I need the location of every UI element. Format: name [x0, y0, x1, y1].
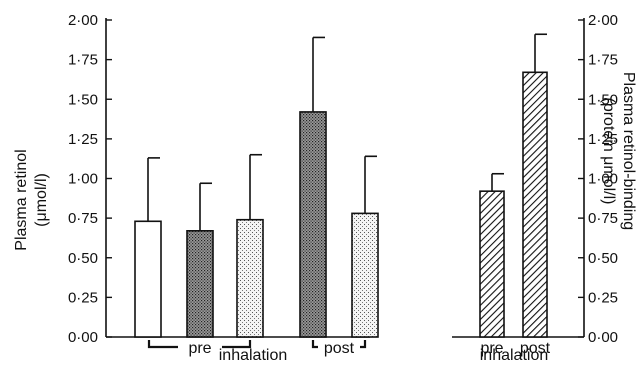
left-tick-label: 1·75: [68, 52, 98, 69]
category-label-post: post: [520, 340, 551, 357]
post-bracket-left: [311, 340, 318, 349]
left-tick-label: 0·75: [68, 210, 98, 227]
left-tick-label: 0·50: [68, 250, 98, 267]
category-label-pre: pre: [480, 340, 503, 357]
right-tick-label: 0·00: [588, 329, 618, 346]
axes: 0·00 0·25 0·50 0·75 1·00 1·25 1·50 1·75 2·00 0·00…: [68, 12, 618, 346]
left-tick-label: 0·00: [68, 329, 98, 346]
pre-bracket-left: [147, 340, 178, 349]
left-axis-title: Plasma retinol (μmol/l): [13, 149, 50, 250]
left-tick-label: 0·25: [68, 289, 98, 306]
left-caption: inhalation: [219, 347, 288, 362]
left-tick-label: 1·25: [68, 131, 98, 148]
pre-bracket-right: [222, 340, 252, 349]
bar: [479, 190, 505, 338]
bar: [522, 71, 548, 338]
right-tick-label: 0·25: [588, 289, 618, 306]
right-tick-label: 0·50: [588, 250, 618, 267]
right-tick-label: 0·75: [588, 210, 618, 227]
bars: [134, 33, 548, 338]
left-tick-label: 1·50: [68, 91, 98, 108]
bar: [299, 111, 327, 338]
group-label-post: post: [324, 340, 355, 357]
bar: [236, 218, 264, 338]
right-tick-label: 1·50: [588, 91, 618, 108]
group-label-pre: pre: [188, 340, 211, 357]
bar: [351, 212, 379, 338]
left-tick-label: 2·00: [68, 12, 98, 29]
bar: [186, 230, 214, 338]
right-axis-title: Plasma retinol-binding(protein μmol/l): [600, 72, 637, 230]
right-tick-label: 2·00: [588, 12, 618, 29]
bar: [134, 220, 162, 338]
right-tick-label: 1·25: [588, 131, 618, 148]
right-tick-label: 1·00: [588, 171, 618, 188]
post-bracket-right: [360, 340, 367, 349]
right-caption: inhalation: [480, 347, 549, 362]
left-tick-label: 1·00: [68, 171, 98, 188]
right-tick-label: 1·75: [588, 52, 618, 69]
